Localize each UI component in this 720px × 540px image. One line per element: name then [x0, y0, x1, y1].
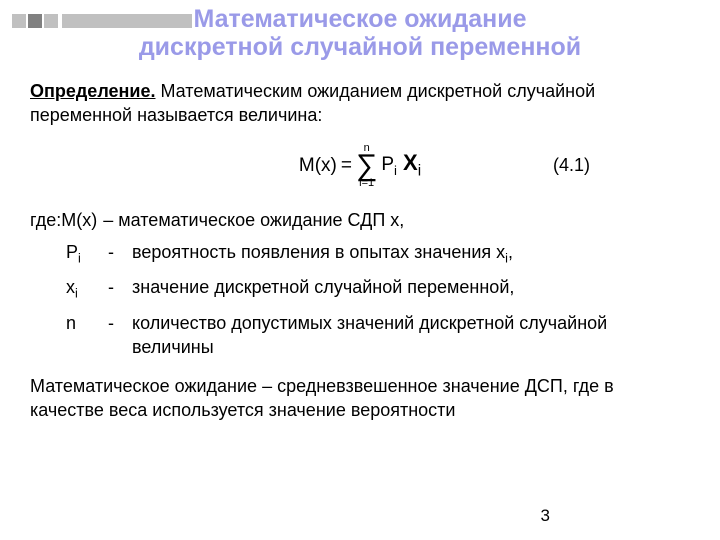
- where-label: где:: [30, 208, 61, 232]
- def-symbol: xi: [30, 275, 108, 303]
- slide-title: Математическое ожидание дискретной случа…: [0, 0, 720, 61]
- def-symbol: M(x): [61, 208, 97, 232]
- def-dash: -: [108, 275, 132, 303]
- footer-para: Математическое ожидание – средневзвешенн…: [30, 374, 690, 423]
- formula-lhs: M(x): [299, 155, 337, 177]
- def-text: количество допустимых значений дискретно…: [132, 311, 690, 360]
- equation-number: (4.1): [553, 155, 590, 176]
- sigma-symbol: ∑: [356, 154, 377, 178]
- def-symbol: n: [30, 311, 108, 360]
- slide-content: Определение. Математическим ожиданием ди…: [0, 61, 720, 422]
- def-row: где: M(x) – математическое ожидание СДП …: [30, 208, 690, 232]
- def-text: вероятность появления в опытах значения …: [132, 240, 690, 268]
- def-row: xi - значение дискретной случайной перем…: [30, 275, 690, 303]
- def-row: Pi - вероятность появления в опытах знач…: [30, 240, 690, 268]
- definition-para: Определение. Математическим ожиданием ди…: [30, 79, 690, 128]
- def-dash: -: [108, 240, 132, 268]
- formula-term1: Pi: [381, 154, 397, 178]
- def-row: n - количество допустимых значений дискр…: [30, 311, 690, 360]
- deco-square: [28, 14, 42, 28]
- def-text: – математическое ожидание СДП х,: [103, 208, 690, 232]
- def-text: значение дискретной случайной переменной…: [132, 275, 690, 303]
- decoration-bar: [62, 14, 192, 28]
- definition-label: Определение.: [30, 81, 155, 101]
- sigma-block: n ∑ i=1: [356, 143, 377, 189]
- deco-square: [44, 14, 58, 28]
- formula: M(x) = n ∑ i=1 Pi Xi: [299, 143, 421, 189]
- formula-term2: Xi: [403, 150, 421, 180]
- deco-square: [12, 14, 26, 28]
- definitions-list: где: M(x) – математическое ожидание СДП …: [30, 208, 690, 360]
- def-symbol: Pi: [30, 240, 108, 268]
- page-number: 3: [541, 506, 550, 526]
- sigma-bottom: i=1: [359, 178, 374, 189]
- title-line2: дискретной случайной переменной: [0, 34, 720, 62]
- formula-eq: =: [341, 155, 352, 177]
- decoration-squares: [12, 14, 58, 28]
- def-dash: -: [108, 311, 132, 360]
- formula-row: M(x) = n ∑ i=1 Pi Xi (4.1): [30, 138, 690, 194]
